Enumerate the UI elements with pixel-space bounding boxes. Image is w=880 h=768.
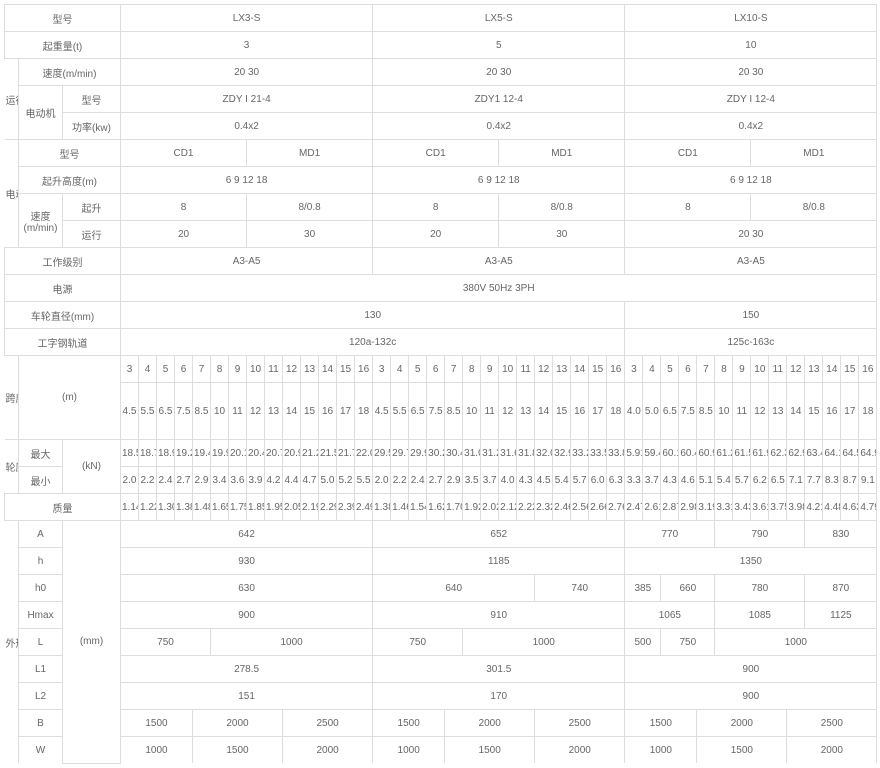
hm-0: CD1	[121, 140, 247, 167]
label-lift-h: 起升高度(m)	[19, 167, 121, 194]
spec-table: 型号 LX3-S LX5-S LX10-S 起重量(t) 3 5 10 运行机构…	[4, 4, 877, 764]
label-mm: (mm)	[63, 521, 121, 764]
label-travel: 运行	[63, 221, 121, 248]
cap-2: 10	[625, 32, 877, 59]
label-model-s: 型号	[63, 86, 121, 113]
label-lift: 起升	[63, 194, 121, 221]
label-hoist-group: 电动葫芦	[5, 140, 19, 248]
mm-1: ZDY1 12-4	[373, 86, 625, 113]
ib-1: 125c-163c	[625, 329, 877, 356]
label-B: B	[19, 710, 63, 737]
ls-3: 8/0.8	[499, 194, 625, 221]
row-span-m: 4.55.56.57.58.5101112131415161718 4.55.5…	[5, 383, 877, 440]
mm-0: ZDY I 21-4	[121, 86, 373, 113]
ts-0: 20	[121, 221, 247, 248]
mm-2: ZDY I 12-4	[625, 86, 877, 113]
ts-3: 30	[499, 221, 625, 248]
label-mass: 质量	[5, 494, 121, 521]
label-capacity: 起重量(t)	[5, 32, 121, 59]
label-speed: 速度(m/min)	[19, 59, 121, 86]
lh-2: 6 9 12 18	[625, 167, 877, 194]
mp-0: 0.4x2	[121, 113, 373, 140]
cap-0: 3	[121, 32, 373, 59]
label-model: 型号	[5, 5, 121, 32]
label-kn: (kN)	[63, 440, 121, 494]
label-power: 功率(kw)	[63, 113, 121, 140]
ts-1: 30	[247, 221, 373, 248]
label-speed2: 速度(m/min)	[19, 194, 63, 248]
label-min: 最小	[19, 467, 63, 494]
sp-0: 3	[121, 356, 139, 383]
ts-4: 20 30	[625, 221, 877, 248]
label-L: L	[19, 629, 63, 656]
label-ibeam: 工字钢轨道	[5, 329, 121, 356]
power-src: 380V 50Hz 3PH	[121, 275, 877, 302]
label-wheel: 车轮直径(mm)	[5, 302, 121, 329]
rspd-0: 20 30	[121, 59, 373, 86]
wh-1: 150	[625, 302, 877, 329]
label-h: h	[19, 548, 63, 575]
ts-2: 20	[373, 221, 499, 248]
lh-0: 6 9 12 18	[121, 167, 373, 194]
label-m: (m)	[19, 356, 121, 440]
lh-1: 6 9 12 18	[373, 167, 625, 194]
label-A: A	[19, 521, 63, 548]
label-duty: 工作级别	[5, 248, 121, 275]
rspd-2: 20 30	[625, 59, 877, 86]
hm-3: MD1	[499, 140, 625, 167]
model-0: LX3-S	[121, 5, 373, 32]
rspd-1: 20 30	[373, 59, 625, 86]
d-0: A3-A5	[121, 248, 373, 275]
label-L1: L1	[19, 656, 63, 683]
label-L2: L2	[19, 683, 63, 710]
label-run-group: 运行机构	[5, 59, 19, 140]
ls-0: 8	[121, 194, 247, 221]
d-2: A3-A5	[625, 248, 877, 275]
label-wpress: 轮压	[5, 440, 19, 494]
model-1: LX5-S	[373, 5, 625, 32]
label-W: W	[19, 737, 63, 764]
mp-1: 0.4x2	[373, 113, 625, 140]
label-model-s2: 型号	[19, 140, 121, 167]
label-Hmax: Hmax	[19, 602, 63, 629]
cap-1: 5	[373, 32, 625, 59]
label-power-src: 电源	[5, 275, 121, 302]
label-h0: h0	[19, 575, 63, 602]
label-motor: 电动机	[19, 86, 63, 140]
ib-0: 120a-132c	[121, 329, 625, 356]
hm-5: MD1	[751, 140, 877, 167]
ls-1: 8/0.8	[247, 194, 373, 221]
model-2: LX10-S	[625, 5, 877, 32]
hm-1: MD1	[247, 140, 373, 167]
label-span: 跨度	[5, 356, 19, 440]
ls-4: 8	[625, 194, 751, 221]
hm-4: CD1	[625, 140, 751, 167]
label-dim: 外形尺寸	[5, 521, 19, 764]
ls-5: 8/0.8	[751, 194, 877, 221]
label-max: 最大	[19, 440, 63, 467]
mp-2: 0.4x2	[625, 113, 877, 140]
hm-2: CD1	[373, 140, 499, 167]
d-1: A3-A5	[373, 248, 625, 275]
ls-2: 8	[373, 194, 499, 221]
wh-0: 130	[121, 302, 625, 329]
